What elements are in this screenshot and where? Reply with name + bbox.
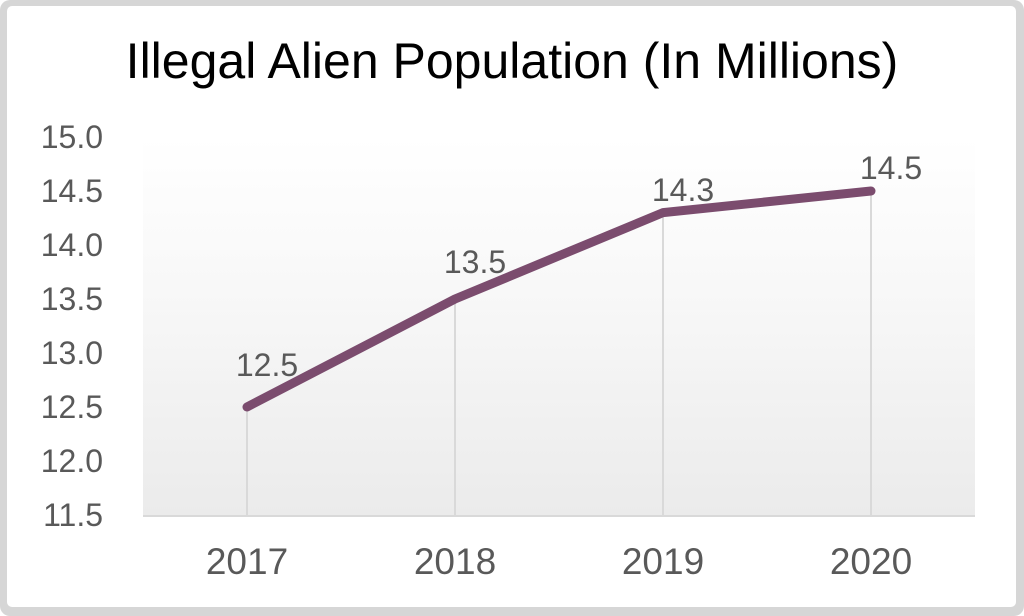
data-point-label: 13.5 <box>443 244 507 280</box>
x-axis-label: 2020 <box>829 541 913 582</box>
y-tick-label: 12.5 <box>40 389 103 425</box>
chart-title: Illegal Alien Population (In Millions) <box>125 33 899 89</box>
y-tick-label: 14.5 <box>40 173 103 209</box>
y-tick-label: 11.5 <box>43 497 103 533</box>
y-tick-label: 15.0 <box>40 119 103 155</box>
plot-area <box>143 137 975 517</box>
series-line-svg <box>242 186 876 515</box>
data-point-label: 12.5 <box>235 347 299 383</box>
y-tick-label: 14.0 <box>40 227 103 263</box>
x-axis-label: 2018 <box>413 541 497 582</box>
y-tick-label: 13.5 <box>40 281 103 317</box>
y-tick-label: 13.0 <box>40 335 103 371</box>
y-tick-label: 12.0 <box>40 443 103 479</box>
data-point-label: 14.3 <box>651 171 715 208</box>
x-axis-label: 2017 <box>205 541 289 582</box>
series-line <box>242 186 876 412</box>
data-point-label: 14.5 <box>859 150 923 186</box>
x-axis-label: 2019 <box>621 541 705 582</box>
